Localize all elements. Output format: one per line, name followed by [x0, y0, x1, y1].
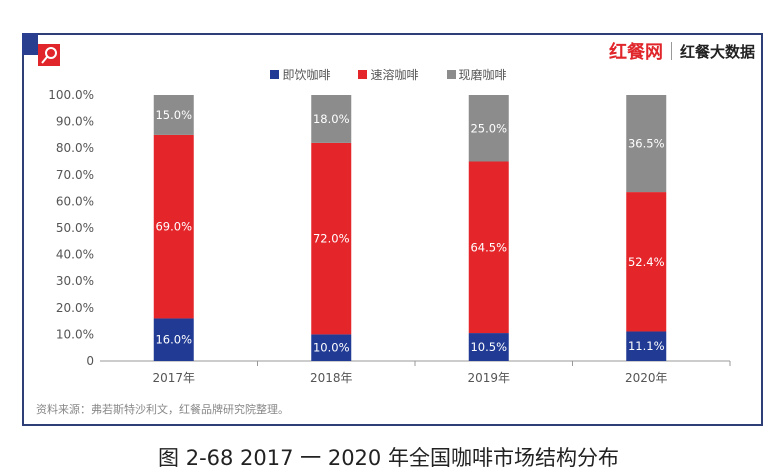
legend: 即饮咖啡 速溶咖啡 现磨咖啡	[0, 66, 777, 83]
data-label: 15.0%	[155, 108, 192, 122]
y-tick-label: 40.0%	[56, 248, 94, 262]
legend-swatch	[358, 70, 368, 79]
y-tick-label: 60.0%	[56, 194, 94, 208]
brand-logo-2: 红餐大数据	[679, 42, 755, 61]
data-label: 64.5%	[470, 240, 507, 254]
x-tick-label: 2019年	[467, 371, 510, 385]
y-tick-label: 10.0%	[56, 327, 94, 341]
bar-segment	[153, 95, 194, 135]
bar-segment	[311, 95, 352, 143]
bar-segment	[626, 192, 667, 332]
data-label: 52.4%	[628, 255, 665, 269]
legend-item: 速溶咖啡	[358, 66, 419, 83]
data-label: 69.0%	[155, 220, 192, 234]
data-label: 16.0%	[155, 333, 192, 347]
bar-segment	[153, 134, 194, 319]
brand-logo-1: 红餐网	[608, 42, 663, 63]
chart-frame	[22, 33, 763, 426]
data-label: 10.5%	[470, 340, 507, 354]
legend-item: 现磨咖啡	[446, 66, 507, 83]
bar-segment	[468, 333, 509, 361]
y-tick-label: 50.0%	[56, 221, 94, 235]
bar-segment	[626, 95, 667, 193]
y-tick-label: 0	[86, 354, 94, 368]
brand-divider	[670, 42, 672, 60]
magnifier-icon	[38, 44, 60, 66]
y-tick-label: 70.0%	[56, 168, 94, 182]
legend-label: 速溶咖啡	[370, 68, 419, 82]
bar-segment	[311, 334, 352, 361]
data-label: 11.1%	[628, 339, 665, 353]
source-note: 资料来源：弗若斯特沙利文，红餐品牌研究院整理。	[36, 403, 289, 416]
bar-segment	[468, 95, 509, 162]
y-tick-label: 100.0%	[48, 88, 94, 102]
y-tick-label: 80.0%	[56, 141, 94, 155]
legend-label: 即饮咖啡	[282, 68, 331, 82]
y-tick-label: 90.0%	[56, 115, 94, 129]
x-tick-label: 2020年	[625, 371, 668, 385]
legend-label: 现磨咖啡	[458, 68, 507, 82]
legend-swatch	[446, 70, 456, 79]
corner-decoration	[22, 33, 38, 55]
legend-item: 即饮咖啡	[270, 66, 330, 83]
y-tick-label: 30.0%	[56, 274, 94, 288]
bar-segment	[626, 331, 667, 361]
bar-segment	[311, 142, 352, 335]
data-label: 36.5%	[628, 137, 665, 151]
y-tick-label: 20.0%	[56, 301, 94, 315]
data-label: 10.0%	[313, 341, 350, 355]
data-label: 25.0%	[470, 121, 507, 135]
bar-segment	[468, 161, 509, 334]
figure-caption: 图 2-68 2017 一 2020 年全国咖啡市场结构分布	[158, 446, 619, 470]
data-label: 72.0%	[313, 232, 350, 246]
brand-logo: 红餐网 红餐大数据	[609, 38, 755, 64]
bar-segment	[153, 318, 194, 361]
x-tick-label: 2018年	[310, 371, 353, 385]
x-tick-label: 2017年	[152, 371, 195, 385]
legend-swatch	[270, 70, 280, 79]
data-label: 18.0%	[313, 112, 350, 126]
